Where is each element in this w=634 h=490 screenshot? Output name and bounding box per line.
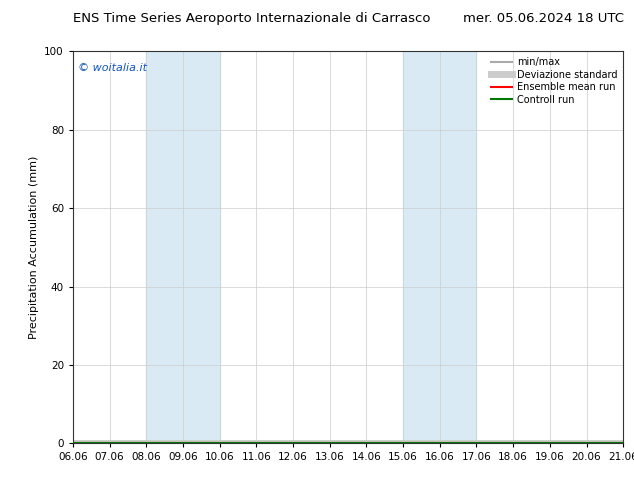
Bar <box>403 51 440 443</box>
Text: © woitalia.it: © woitalia.it <box>79 63 148 73</box>
Y-axis label: Precipitation Accumulation (mm): Precipitation Accumulation (mm) <box>29 156 39 339</box>
Text: mer. 05.06.2024 18 UTC: mer. 05.06.2024 18 UTC <box>463 12 624 25</box>
Text: ENS Time Series Aeroporto Internazionale di Carrasco: ENS Time Series Aeroporto Internazionale… <box>73 12 430 25</box>
Legend: min/max, Deviazione standard, Ensemble mean run, Controll run: min/max, Deviazione standard, Ensemble m… <box>487 53 621 108</box>
Bar <box>440 51 477 443</box>
Bar <box>146 51 183 443</box>
Bar <box>183 51 219 443</box>
